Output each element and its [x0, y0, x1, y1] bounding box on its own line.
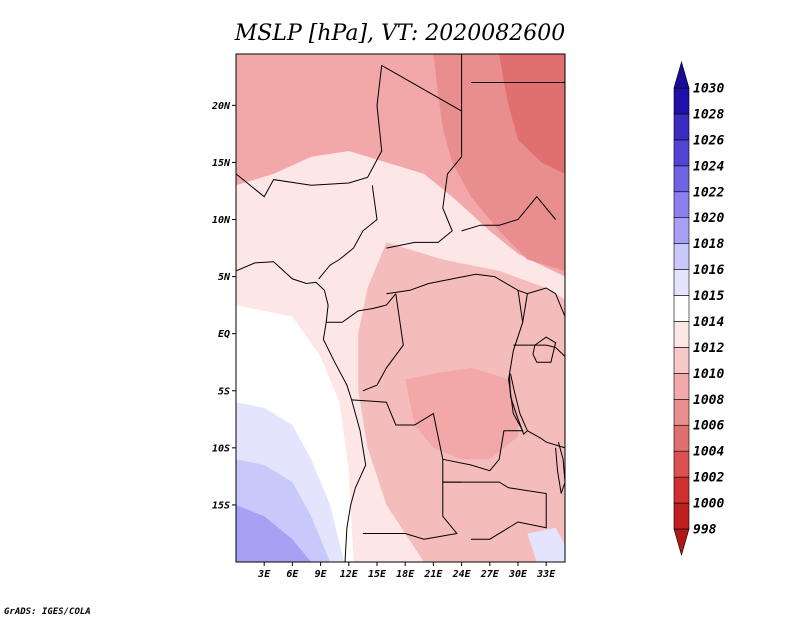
colorbar-label: 1010 — [693, 367, 724, 382]
grads-credit: GrADS: IGES/COLA — [4, 607, 91, 617]
colorbar-label: 1014 — [693, 315, 724, 330]
field-east-high-patch — [527, 527, 565, 562]
x-tick-label: 30E — [508, 569, 528, 580]
x-tick-label: 6E — [286, 569, 299, 580]
y-tick-label: 10S — [212, 443, 230, 454]
x-tick-label: 15E — [368, 569, 387, 580]
colorbar-label: 1020 — [693, 211, 724, 226]
colorbar-label: 1016 — [693, 263, 724, 278]
colorbar-swatch — [673, 424, 690, 452]
border-angola-zambia — [362, 481, 462, 540]
border-gabon-congo — [326, 293, 397, 323]
colorbar-swatch — [673, 87, 690, 115]
colorbar-swatch — [673, 476, 690, 504]
colorbar-label: 1018 — [693, 237, 724, 252]
x-tick-label: 24E — [452, 569, 472, 580]
lake-malawi — [555, 441, 565, 494]
x-axis: 3E 6E 9E 12E 15E 18E 21E 24E 27E 30E 33E — [257, 562, 556, 580]
west-africa-coast — [236, 261, 367, 562]
colorbar-swatch — [673, 450, 690, 478]
colorbar-swatch — [673, 139, 690, 167]
colorbar-extend-high — [673, 60, 690, 89]
colorbar: 998 1000 1002 1004 1006 1008 1010 1012 1014 1015 1… — [673, 60, 724, 557]
colorbar-swatch — [673, 321, 690, 348]
colorbar-label: 1024 — [693, 159, 724, 174]
field-sudan-core-low — [499, 54, 565, 174]
colorbar-swatch — [673, 502, 690, 530]
border-chad-east — [381, 64, 463, 249]
field-congo-basin-low — [405, 367, 518, 460]
border-zambia-east — [461, 481, 547, 540]
y-tick-label: 5N — [218, 272, 231, 283]
border-tanzania — [513, 344, 565, 449]
colorbar-swatch — [673, 269, 690, 296]
border-angola-drc — [351, 399, 444, 460]
y-tick-label: 15S — [212, 500, 230, 511]
border-car-south — [386, 273, 528, 295]
y-tick-label: 20N — [211, 101, 231, 112]
colorbar-label: 1015 — [693, 289, 724, 304]
colorbar-swatch — [673, 295, 690, 322]
colorbar-label: 1022 — [693, 185, 724, 200]
colorbar-label: 1030 — [693, 82, 724, 97]
plot-frame — [235, 53, 566, 563]
field-atlantic-high-1018 — [236, 504, 312, 562]
colorbar-label: 1002 — [693, 471, 724, 486]
colorbar-extend-low — [673, 528, 690, 557]
coastlines-borders — [236, 54, 565, 562]
border-cameroon — [318, 185, 378, 280]
y-tick-label: 15N — [212, 158, 231, 169]
lake-tanganyika — [509, 373, 529, 435]
border-uganda — [522, 287, 565, 323]
border-congo-drc — [362, 293, 404, 392]
y-axis: 20N 15N 10N 5N EQ 5S 10S 15S — [211, 101, 236, 511]
y-tick-label: 10N — [212, 215, 231, 226]
colorbar-label: 1028 — [693, 107, 724, 122]
colorbar-swatch — [673, 373, 690, 400]
x-tick-label: 33E — [536, 569, 556, 580]
colorbar-swatch — [673, 347, 690, 374]
border-sudan-ssd — [461, 195, 556, 232]
colorbar-swatch — [673, 165, 690, 193]
lake-victoria — [532, 336, 557, 363]
chart-title: MSLP [hPa], VT: 2020082600 — [234, 21, 565, 46]
colorbar-label: 1000 — [693, 497, 724, 512]
y-tick-label: EQ — [218, 329, 230, 340]
y-tick-label: 5S — [218, 386, 230, 397]
border-niger-chad — [236, 65, 383, 198]
x-tick-label: 27E — [480, 569, 500, 580]
colorbar-swatch — [673, 243, 690, 270]
colorbar-label: 1012 — [693, 341, 724, 356]
colorbar-swatch — [673, 217, 690, 244]
x-tick-label: 21E — [423, 569, 443, 580]
colorbar-label: 998 — [693, 523, 717, 538]
colorbar-label: 1006 — [693, 419, 724, 434]
x-tick-label: 9E — [315, 569, 328, 580]
x-tick-label: 12E — [340, 569, 359, 580]
x-tick-label: 18E — [396, 569, 415, 580]
colorbar-label: 1004 — [693, 445, 724, 460]
pressure-field — [236, 54, 565, 562]
colorbar-swatch — [673, 113, 690, 141]
colorbar-swatch — [673, 191, 690, 219]
x-tick-label: 3E — [257, 569, 271, 580]
colorbar-label: 1008 — [693, 393, 724, 408]
colorbar-swatch — [673, 398, 690, 426]
colorbar-label: 1026 — [693, 133, 724, 148]
